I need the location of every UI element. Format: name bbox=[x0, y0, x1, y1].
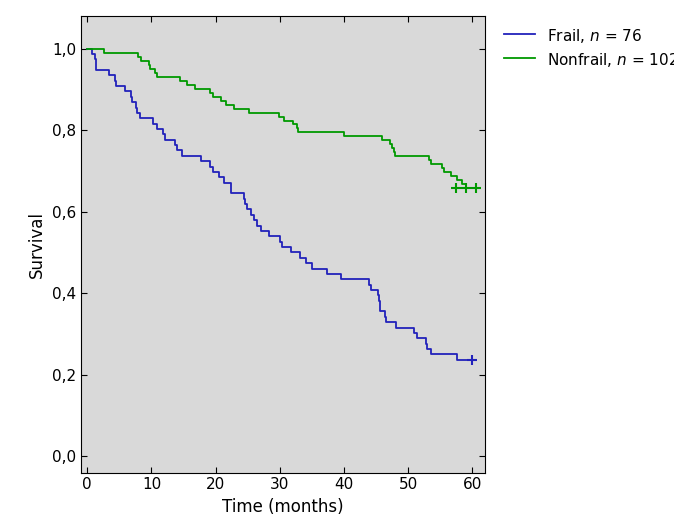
Nonfrail, $n$ = 102 bbox=[146, 62, 154, 68]
Nonfrail, $n$ = 102 bbox=[217, 97, 225, 104]
Nonfrail, $n$ = 102 bbox=[468, 185, 477, 192]
Nonfrail, $n$ = 102 bbox=[151, 70, 159, 76]
Frail, $n$ = 76 bbox=[154, 126, 162, 132]
Frail, $n$ = 76 bbox=[161, 136, 169, 143]
Frail, $n$ = 76 bbox=[278, 244, 286, 250]
Nonfrail, $n$ = 102 bbox=[153, 73, 161, 80]
Frail, $n$ = 76 bbox=[84, 45, 92, 52]
Nonfrail, $n$ = 102 bbox=[84, 45, 92, 52]
Nonfrail, $n$ = 102 bbox=[222, 101, 231, 108]
Nonfrail, $n$ = 102 bbox=[386, 141, 394, 148]
Frail, $n$ = 76 bbox=[177, 152, 185, 159]
Nonfrail, $n$ = 102 bbox=[176, 78, 184, 84]
Y-axis label: Survival: Survival bbox=[28, 211, 47, 278]
Nonfrail, $n$ = 102 bbox=[245, 109, 253, 116]
Nonfrail, $n$ = 102 bbox=[392, 153, 400, 160]
Nonfrail, $n$ = 102 bbox=[458, 181, 466, 187]
Nonfrail, $n$ = 102 bbox=[448, 173, 456, 179]
Nonfrail, $n$ = 102 bbox=[230, 105, 238, 112]
Nonfrail, $n$ = 102 bbox=[274, 113, 282, 119]
Nonfrail, $n$ = 102 bbox=[427, 161, 435, 168]
Nonfrail, $n$ = 102 bbox=[133, 53, 142, 59]
Nonfrail, $n$ = 102 bbox=[183, 81, 191, 88]
Line: Frail, $n$ = 76: Frail, $n$ = 76 bbox=[88, 48, 472, 359]
Nonfrail, $n$ = 102 bbox=[289, 121, 297, 127]
Nonfrail, $n$ = 102 bbox=[462, 185, 470, 192]
Nonfrail, $n$ = 102 bbox=[437, 165, 446, 172]
Nonfrail, $n$ = 102 bbox=[390, 149, 398, 156]
Nonfrail, $n$ = 102 bbox=[377, 138, 386, 144]
Legend: Frail, $n$ = 76, Nonfrail, $n$ = 102: Frail, $n$ = 76, Nonfrail, $n$ = 102 bbox=[501, 23, 674, 72]
Frail, $n$ = 76 bbox=[173, 147, 181, 153]
Nonfrail, $n$ = 102 bbox=[453, 177, 461, 184]
Nonfrail, $n$ = 102 bbox=[388, 145, 396, 152]
Nonfrail, $n$ = 102 bbox=[146, 65, 154, 72]
Nonfrail, $n$ = 102 bbox=[340, 133, 348, 140]
Frail, $n$ = 76 bbox=[128, 99, 136, 105]
Line: Nonfrail, $n$ = 102: Nonfrail, $n$ = 102 bbox=[88, 48, 472, 189]
Frail, $n$ = 76 bbox=[454, 356, 462, 363]
Nonfrail, $n$ = 102 bbox=[137, 57, 145, 64]
Nonfrail, $n$ = 102 bbox=[425, 157, 433, 164]
Nonfrail, $n$ = 102 bbox=[209, 93, 217, 100]
Nonfrail, $n$ = 102 bbox=[206, 89, 214, 96]
Nonfrail, $n$ = 102 bbox=[100, 49, 108, 56]
Nonfrail, $n$ = 102 bbox=[191, 85, 200, 92]
Frail, $n$ = 76 bbox=[468, 356, 477, 363]
Nonfrail, $n$ = 102 bbox=[293, 125, 301, 132]
Nonfrail, $n$ = 102 bbox=[280, 117, 288, 124]
Nonfrail, $n$ = 102 bbox=[439, 169, 448, 176]
X-axis label: Time (months): Time (months) bbox=[222, 498, 344, 516]
Nonfrail, $n$ = 102 bbox=[295, 130, 303, 136]
